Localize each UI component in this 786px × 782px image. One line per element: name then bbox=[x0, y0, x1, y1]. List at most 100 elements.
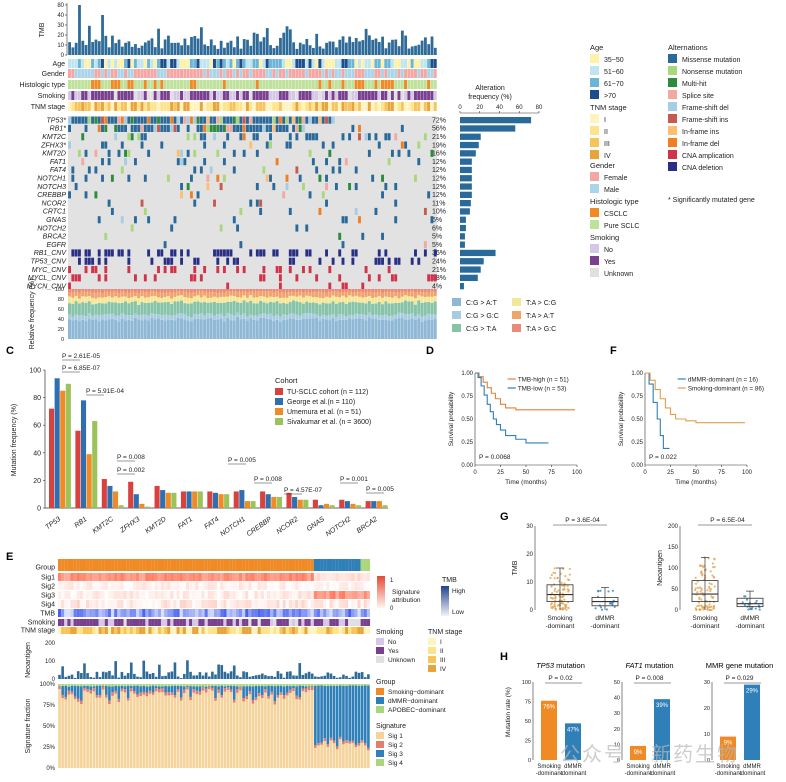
panel-e-group-cell bbox=[220, 559, 224, 571]
mutation-cell bbox=[203, 124, 207, 132]
panel-c-legend-swatch bbox=[275, 408, 283, 415]
substitution-segment bbox=[400, 302, 404, 313]
panel-e-sig-cell bbox=[101, 582, 105, 590]
panel-c-legend-swatch bbox=[275, 398, 283, 405]
mutation-cell bbox=[387, 257, 391, 265]
clinical-cell bbox=[100, 80, 104, 89]
rel-freq-tick: 80 bbox=[58, 297, 64, 303]
substitution-segment bbox=[361, 302, 365, 315]
clinical-cell bbox=[216, 69, 220, 78]
clinical-cell bbox=[143, 80, 147, 89]
panel-e-tnm-cell bbox=[70, 627, 74, 634]
clinical-cell bbox=[124, 91, 128, 100]
substitution-segment bbox=[268, 296, 272, 302]
panel-e-group-cell bbox=[210, 559, 215, 571]
panel-e-sig-cell bbox=[195, 573, 199, 581]
substitution-segment bbox=[265, 303, 269, 315]
clinical-cell bbox=[199, 91, 203, 100]
panel-e-sig-cell bbox=[173, 600, 177, 608]
panel-h-ytick: 50 bbox=[525, 719, 531, 725]
panel-e-frac-segment bbox=[354, 744, 358, 748]
clinical-cell bbox=[364, 80, 368, 89]
clinical-cell bbox=[143, 91, 147, 100]
mutation-cell bbox=[236, 266, 240, 274]
substitution-segment bbox=[384, 314, 388, 320]
panel-e-frac-segment bbox=[58, 686, 61, 690]
clinical-cell bbox=[236, 80, 240, 89]
panel-e-frac-segment bbox=[351, 685, 355, 741]
substitution-segment bbox=[374, 297, 378, 304]
gene-label: FAT4 bbox=[50, 167, 66, 174]
clinical-cell bbox=[292, 80, 296, 89]
clinical-cell bbox=[249, 102, 253, 111]
mutation-cell bbox=[367, 133, 371, 141]
panel-e-frac-segment bbox=[173, 697, 177, 768]
panel-c-pvalue: P = 0.008 bbox=[254, 476, 282, 483]
substitution-segment bbox=[239, 302, 243, 316]
panel-e-frac-segment bbox=[367, 685, 370, 748]
tmb-bar bbox=[170, 42, 174, 55]
mutation-cell bbox=[354, 166, 358, 174]
substitution-segment bbox=[331, 314, 335, 319]
clinical-cell bbox=[433, 59, 437, 68]
panel-e-sig-cell bbox=[195, 582, 199, 590]
panel-e-frac-segment bbox=[279, 685, 283, 693]
panel-e-sig-cell bbox=[82, 573, 87, 581]
panel-e-frac-segment bbox=[276, 697, 280, 768]
clinical-cell bbox=[97, 80, 101, 89]
panel-e-frac-segment bbox=[192, 692, 195, 768]
substitution-segment bbox=[239, 297, 243, 303]
panel-g-point bbox=[713, 565, 716, 568]
panel-e-frac-segment bbox=[98, 695, 102, 698]
clinical-cell bbox=[298, 80, 302, 89]
mutation-cell bbox=[173, 266, 177, 274]
clinical-cell bbox=[193, 69, 197, 78]
substitution-segment bbox=[413, 304, 417, 316]
panel-e-tnm-cell bbox=[363, 627, 367, 634]
panel-e-frac-segment bbox=[332, 685, 336, 741]
clinical-cell bbox=[68, 80, 71, 89]
mutation-cell bbox=[219, 249, 223, 257]
clinical-cell bbox=[120, 59, 124, 68]
tmb-bar bbox=[338, 39, 342, 55]
clinical-cell bbox=[170, 69, 174, 78]
substitution-segment bbox=[160, 289, 164, 293]
substitution-segment bbox=[298, 315, 302, 320]
panel-h-bar-label: 76% bbox=[543, 705, 556, 711]
panel-e-group-cell bbox=[238, 559, 243, 571]
panel-e-smoking-cell bbox=[182, 619, 186, 626]
panel-e-tnm-cell bbox=[107, 627, 112, 634]
clinical-cell bbox=[301, 91, 305, 100]
clinical-cell bbox=[295, 80, 299, 89]
clinical-cell bbox=[324, 69, 328, 78]
mutation-cell bbox=[239, 241, 243, 249]
panel-e-neo-bar bbox=[314, 676, 317, 679]
clinical-cell bbox=[377, 69, 381, 78]
clinical-cell bbox=[288, 80, 292, 89]
substitution-segment bbox=[186, 320, 190, 339]
panel-e-smoking-cell bbox=[204, 619, 208, 626]
panel-e-frac-segment bbox=[342, 684, 345, 686]
panel-e-tmb-cell bbox=[332, 609, 336, 617]
alt-freq-bar bbox=[460, 175, 472, 182]
panel-h-category: Smoking bbox=[716, 764, 739, 770]
panel-g-point bbox=[713, 558, 716, 561]
panel-e-sig-cell bbox=[263, 573, 268, 581]
panel-e-sig-cell bbox=[251, 573, 255, 581]
legend-alt-swatch bbox=[668, 78, 677, 87]
panel-e-sig-cell bbox=[226, 591, 230, 599]
substitution-segment bbox=[285, 315, 289, 320]
mutation-cell bbox=[305, 133, 309, 141]
substitution-segment bbox=[384, 292, 388, 297]
substitution-segment bbox=[180, 300, 184, 314]
panel-c-category: GNAS bbox=[306, 516, 327, 533]
legend-alt-swatch bbox=[668, 114, 677, 123]
substitution-segment bbox=[222, 292, 226, 297]
legend-gender-swatch bbox=[590, 184, 599, 193]
panel-g-point bbox=[550, 606, 553, 609]
panel-e-sig-cell bbox=[182, 591, 186, 599]
substitution-segment bbox=[278, 303, 282, 317]
substitution-segment bbox=[94, 319, 98, 339]
mutation-cell bbox=[203, 133, 207, 141]
substitution-segment bbox=[186, 297, 190, 304]
